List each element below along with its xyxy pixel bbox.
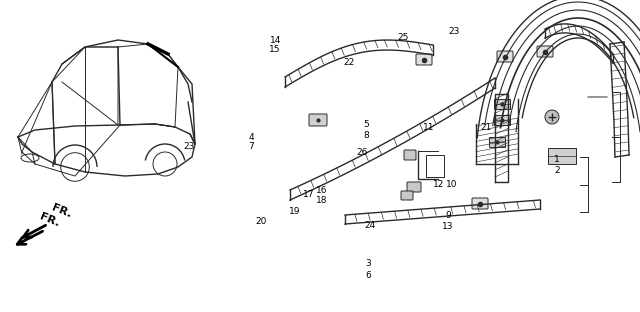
Text: 18: 18 bbox=[316, 196, 328, 205]
FancyBboxPatch shape bbox=[537, 46, 553, 57]
Text: 23: 23 bbox=[183, 142, 195, 151]
Bar bbox=[494, 115, 510, 125]
Text: 1: 1 bbox=[554, 155, 559, 163]
Text: 10: 10 bbox=[446, 180, 458, 189]
Text: 17: 17 bbox=[303, 190, 314, 198]
Text: 12: 12 bbox=[433, 180, 445, 189]
Text: 23: 23 bbox=[449, 27, 460, 36]
Text: 19: 19 bbox=[289, 207, 300, 216]
FancyBboxPatch shape bbox=[497, 51, 513, 62]
Text: FR.: FR. bbox=[50, 203, 73, 220]
FancyBboxPatch shape bbox=[401, 191, 413, 200]
Text: 15: 15 bbox=[269, 46, 281, 54]
Text: 14: 14 bbox=[269, 36, 281, 45]
Text: 8: 8 bbox=[364, 131, 369, 139]
Text: 24: 24 bbox=[364, 221, 376, 230]
Text: 6: 6 bbox=[365, 271, 371, 280]
Text: FR.: FR. bbox=[38, 212, 61, 229]
Text: 7: 7 bbox=[249, 142, 254, 151]
Text: 26: 26 bbox=[356, 149, 367, 157]
Text: 4: 4 bbox=[249, 133, 254, 142]
Text: 2: 2 bbox=[554, 166, 559, 174]
Text: 21: 21 bbox=[481, 124, 492, 132]
Text: 22: 22 bbox=[343, 58, 355, 67]
Text: 11: 11 bbox=[423, 124, 435, 132]
Text: 25: 25 bbox=[397, 33, 409, 42]
Bar bbox=[426, 155, 444, 177]
Bar bbox=[548, 148, 576, 164]
FancyBboxPatch shape bbox=[404, 150, 416, 160]
Text: 3: 3 bbox=[365, 259, 371, 268]
Text: 16: 16 bbox=[316, 186, 328, 195]
Circle shape bbox=[545, 110, 559, 124]
Text: 20: 20 bbox=[255, 217, 267, 226]
Text: 13: 13 bbox=[442, 222, 454, 231]
Text: 9: 9 bbox=[445, 211, 451, 220]
Text: 5: 5 bbox=[364, 120, 369, 129]
FancyBboxPatch shape bbox=[407, 182, 421, 192]
FancyBboxPatch shape bbox=[416, 54, 432, 65]
FancyBboxPatch shape bbox=[309, 114, 327, 126]
Bar bbox=[494, 99, 510, 109]
Bar bbox=[489, 137, 505, 147]
FancyBboxPatch shape bbox=[472, 198, 488, 209]
